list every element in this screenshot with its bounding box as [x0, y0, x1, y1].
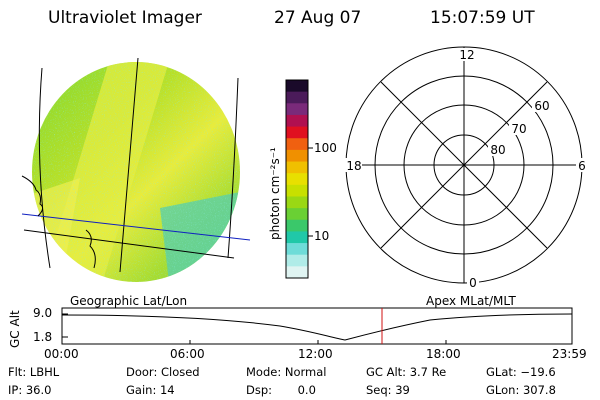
mode-label: Mode: Normal	[246, 365, 327, 379]
door-label: Door: Closed	[126, 365, 200, 379]
colorbar-swatch	[286, 184, 308, 197]
polar-label-6: 6	[578, 159, 586, 173]
colorbar-tick-100: 100	[314, 141, 337, 155]
colorbar-swatch	[286, 219, 308, 232]
time-label: 15:07:59 UT	[430, 8, 535, 28]
colorbar-swatch	[286, 196, 308, 209]
colorbar-tick-10: 10	[314, 229, 330, 243]
colorbar-swatch	[286, 149, 308, 163]
uv-image-globe	[21, 58, 251, 282]
colorbar-swatch	[286, 231, 308, 244]
instrument-title: Ultraviolet Imager	[48, 8, 202, 28]
polar-label-80: 80	[490, 143, 505, 157]
colorbar-swatch	[286, 103, 308, 116]
colorbar-swatch	[286, 208, 308, 221]
glon-label: GLon: 307.8	[486, 383, 556, 397]
xtick-2359: 23:59	[552, 347, 587, 361]
filter-label: Flt: LBHL	[8, 365, 60, 379]
colorbar-unit-label: photon cm⁻²s⁻¹	[268, 147, 282, 240]
ip-label: IP: 36.0	[8, 383, 52, 397]
intensity-colorbar	[285, 79, 313, 279]
glat-label: GLat: −19.6	[486, 365, 556, 379]
xtick-1800: 18:00	[426, 347, 461, 361]
polar-grid: 12 18 6 0 60 70 80	[344, 46, 588, 290]
seq-label: Seq: 39	[366, 383, 410, 397]
polar-label-12: 12	[459, 48, 474, 62]
orbit-altitude-strip	[61, 307, 573, 345]
colorbar-swatch	[286, 254, 308, 267]
date-label: 27 Aug 07	[274, 8, 362, 28]
colorbar-swatch	[286, 114, 308, 128]
apex-title: Apex MLat/MLT	[426, 294, 516, 308]
gc-alt-axis-label: GC Alt	[8, 310, 22, 348]
colorbar-swatch	[286, 126, 308, 139]
polar-label-0: 0	[469, 276, 477, 290]
gc-alt-label: GC Alt: 3.7 Re	[366, 365, 447, 379]
dsp-label: Dsp: 0.0	[246, 383, 316, 397]
polar-label-18: 18	[346, 159, 361, 173]
xtick-0000: 00:00	[44, 347, 79, 361]
colorbar-swatch	[286, 138, 308, 151]
colorbar-swatch	[286, 266, 308, 279]
colorbar-swatch	[286, 243, 308, 256]
colorbar-swatch	[286, 80, 308, 93]
xtick-1200: 12:00	[298, 347, 333, 361]
gain-label: Gain: 14	[126, 383, 175, 397]
polar-label-60: 60	[534, 99, 549, 113]
ytick-top: 9.0	[33, 306, 53, 320]
xtick-0600: 06:00	[170, 347, 205, 361]
colorbar-swatch	[286, 91, 308, 104]
geographic-title: Geographic Lat/Lon	[70, 294, 188, 308]
colorbar-swatch	[286, 161, 308, 174]
polar-label-70: 70	[511, 122, 526, 136]
ytick-bottom: 1.8	[33, 330, 53, 344]
colorbar-swatch	[286, 173, 308, 186]
